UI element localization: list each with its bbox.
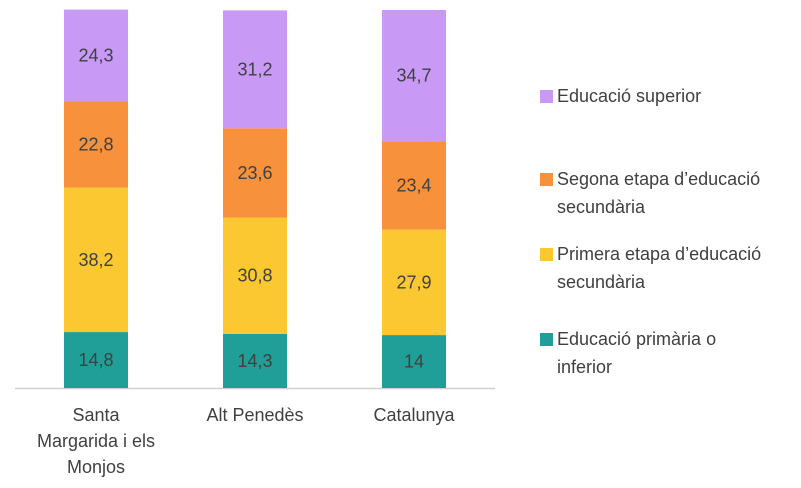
value-label: 23,6 bbox=[237, 163, 272, 183]
bar-segment bbox=[64, 332, 128, 388]
x-tick-label: Catalunya bbox=[373, 405, 455, 425]
legend-label: Segona etapa d’educació secundària bbox=[557, 169, 761, 217]
legend-label: Educació primària o inferior bbox=[557, 329, 717, 377]
bar-segment bbox=[64, 101, 128, 188]
value-label: 22,8 bbox=[78, 135, 113, 155]
value-label: 27,9 bbox=[396, 272, 431, 292]
legend-item: Primera etapa d’educació secundària bbox=[540, 240, 765, 296]
value-label: 30,8 bbox=[237, 266, 272, 286]
x-tick-label: Santa Margarida i els Monjos bbox=[36, 405, 156, 477]
bar-segment bbox=[223, 217, 287, 334]
legend-swatch bbox=[540, 248, 553, 261]
value-label: 14 bbox=[404, 352, 424, 372]
legend-item: Educació primària o inferior bbox=[540, 325, 765, 381]
bar-segment bbox=[382, 141, 446, 230]
value-label: 24,3 bbox=[78, 46, 113, 66]
bar-segment bbox=[223, 333, 287, 388]
bar-segment bbox=[223, 128, 287, 218]
bar-segment bbox=[382, 10, 446, 142]
bar-segment bbox=[64, 187, 128, 333]
bar-segment bbox=[382, 229, 446, 336]
legend-swatch bbox=[540, 90, 553, 103]
bar-segment bbox=[223, 10, 287, 129]
value-label: 23,4 bbox=[396, 175, 431, 195]
legend-label: Primera etapa d’educació secundària bbox=[557, 244, 762, 292]
legend-label: Educació superior bbox=[557, 86, 702, 106]
bar-segment bbox=[382, 335, 446, 388]
value-label: 14,3 bbox=[237, 351, 272, 371]
x-tick-label: Alt Penedès bbox=[206, 405, 304, 425]
legend-item: Segona etapa d’educació secundària bbox=[540, 165, 765, 221]
value-label: 14,8 bbox=[78, 350, 113, 370]
legend-swatch bbox=[540, 333, 553, 346]
legend-item: Educació superior bbox=[540, 82, 765, 110]
value-label: 38,2 bbox=[78, 250, 113, 270]
legend-swatch bbox=[540, 173, 553, 186]
bar-segment bbox=[64, 9, 128, 102]
value-label: 34,7 bbox=[396, 66, 431, 86]
value-label: 31,2 bbox=[237, 59, 272, 79]
